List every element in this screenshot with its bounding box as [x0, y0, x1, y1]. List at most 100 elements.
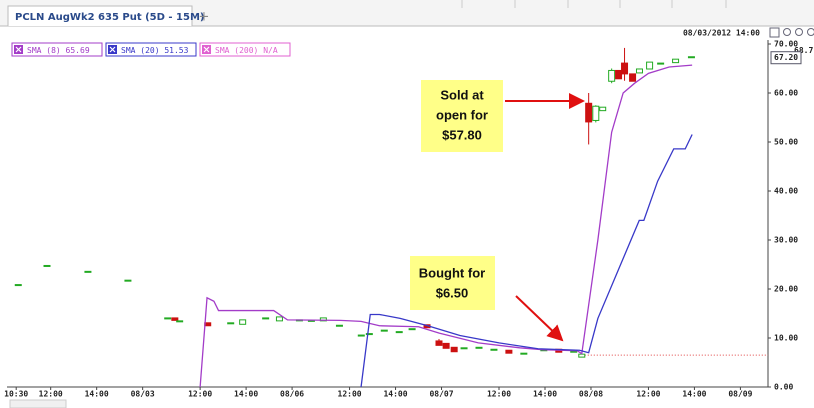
zoom-reset[interactable] — [807, 28, 814, 36]
y-tick-label: 30.00 — [774, 236, 798, 245]
x-tick-label: 12:00 — [636, 390, 660, 399]
y-tick-label: 60.00 — [774, 89, 798, 98]
legend: SMA (8) 65.69 SMA (20) 51.53 SMA (200) N/A — [11, 42, 291, 57]
candle-body — [275, 316, 283, 322]
sma-line — [199, 64, 693, 387]
x-tick-label: 14:00 — [234, 390, 258, 399]
annotation-box — [421, 80, 503, 152]
candle-body — [435, 340, 443, 346]
legend-value: N/A — [263, 46, 278, 55]
tab-title[interactable]: PCLN AugWk2 635 Put (5D - 15M) — [15, 12, 204, 23]
y-tick-label: 0.00 — [774, 383, 793, 392]
candle-body — [262, 317, 270, 320]
candle-body — [570, 350, 578, 353]
x-tick-label: 14:00 — [682, 390, 706, 399]
candle-body — [442, 342, 450, 349]
legend-name: SMA (20) — [121, 46, 160, 55]
add-tab[interactable]: + — [199, 10, 210, 25]
candle-body — [84, 270, 92, 273]
arrow — [515, 295, 564, 342]
candle-body — [608, 69, 616, 82]
candle-body — [657, 62, 665, 65]
legend-name: SMA (200) — [215, 46, 258, 55]
x-tick-label: 08/03 — [131, 390, 155, 399]
candle-body — [380, 329, 388, 332]
candle-body — [164, 317, 172, 320]
x-tick-label: 08/07 — [429, 390, 453, 399]
x-tick-label: 08/08 — [579, 390, 603, 399]
annotation-text: $6.50 — [436, 285, 469, 300]
y-tick-label: 20.00 — [774, 285, 798, 294]
candle-body — [585, 102, 593, 123]
y-tick-label: 40.00 — [774, 187, 798, 196]
legend-label: SMA (20) 51.53 — [121, 46, 189, 55]
candle-body — [335, 324, 343, 327]
y-tick-label: 70.00 — [774, 40, 798, 49]
candle-body — [14, 284, 22, 287]
tool-icon[interactable] — [769, 27, 780, 38]
candle-body — [592, 105, 600, 121]
candle-body — [408, 328, 416, 331]
candle-body — [450, 346, 458, 353]
candle-body — [672, 58, 680, 64]
candle-body — [176, 320, 184, 323]
candle-body — [629, 73, 637, 82]
candle-body — [490, 348, 498, 351]
price-label: 67.20 — [774, 53, 798, 62]
candle-body — [124, 279, 132, 282]
candle-body — [599, 106, 607, 112]
legend-label: SMA (8) 65.69 — [27, 46, 90, 55]
candle-body — [621, 62, 629, 75]
x-tick-label: 08/09 — [728, 390, 752, 399]
legend-box — [105, 42, 197, 57]
candle-body — [460, 347, 468, 350]
x-tick-label: 12:00 — [338, 390, 362, 399]
x-tick-label: 14:00 — [383, 390, 407, 399]
legend-label: SMA (200) N/A — [215, 46, 278, 55]
candle-body — [357, 334, 365, 337]
x-tick-label: 12:00 — [39, 390, 63, 399]
candle-body — [505, 349, 513, 354]
x-tick-label: 12:00 — [188, 390, 212, 399]
candle-body — [475, 346, 483, 349]
price-label-box — [770, 51, 802, 65]
candle-body — [43, 264, 51, 267]
timestamp: 08/03/2012 14:00 — [683, 29, 760, 38]
annotation-box — [410, 256, 495, 310]
legend-close-x — [203, 46, 210, 53]
candle-body — [635, 68, 643, 74]
legend-close-x — [109, 46, 116, 53]
y-tick-label: 50.00 — [774, 138, 798, 147]
x-tick-label: 14:00 — [533, 390, 557, 399]
annotations: Sold at open for $57.80 Bought for $6.50 — [419, 87, 488, 300]
candle-body — [239, 319, 247, 325]
zoom-out[interactable] — [795, 28, 803, 36]
sma-line — [360, 134, 693, 387]
candle-body — [578, 353, 586, 358]
volume-pane — [9, 399, 67, 408]
legend-box — [199, 42, 291, 57]
annotation-text: open for — [436, 107, 488, 122]
candle-body — [319, 317, 327, 322]
candle-body — [687, 56, 695, 59]
candle-body — [646, 61, 654, 70]
plot: 0.00 10.00 20.00 30.00 40.00 50.00 60.00 70.00 1… — [4, 40, 813, 399]
annotation-text: Sold at — [440, 87, 484, 102]
candle-body — [365, 333, 373, 336]
zoom-in[interactable] — [783, 28, 791, 36]
annotation-text: $57.80 — [442, 127, 482, 142]
legend-name: SMA (8) — [27, 46, 61, 55]
legend-value: 51.53 — [164, 46, 188, 55]
legend-value: 65.69 — [66, 46, 90, 55]
x-tick-label: 14:00 — [85, 390, 109, 399]
candle-body — [227, 322, 235, 325]
candle-body — [520, 352, 528, 355]
y-tick-label: 10.00 — [774, 334, 798, 343]
tab[interactable] — [7, 5, 193, 26]
annotation-text: Bought for — [419, 265, 485, 280]
price-label: 68.7 — [794, 46, 813, 55]
candle-body — [395, 331, 403, 334]
